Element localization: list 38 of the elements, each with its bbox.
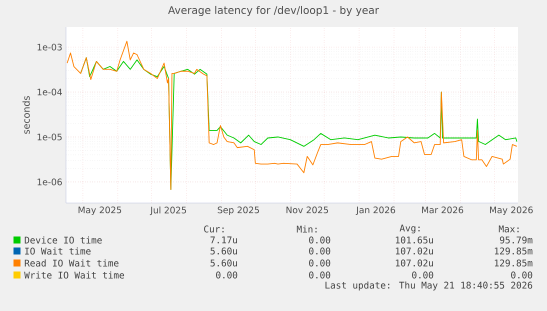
text: Min: xyxy=(296,225,317,233)
text: 0.00 xyxy=(309,236,330,244)
x-tick-label: Nov 2025 xyxy=(286,206,328,214)
text: 5.60u xyxy=(210,260,237,266)
text: 129.85m xyxy=(494,248,532,254)
y-tick-label: 1e-04 xyxy=(38,88,62,96)
text: 0.00 xyxy=(511,272,532,278)
text: 95.79m xyxy=(500,236,532,244)
text: 129.85m xyxy=(494,260,532,266)
chart-title: Average latency for /dev/loop1 - by year xyxy=(168,6,380,16)
text: 7.17u xyxy=(210,236,237,244)
text: 0.00 xyxy=(309,272,330,278)
x-tick-label: Mar 2026 xyxy=(422,206,464,214)
text: 0.00 xyxy=(216,272,238,278)
legend-label: Read IO Wait time xyxy=(24,259,118,267)
text: 107.02u xyxy=(396,260,433,266)
text: Last update: Thu May 21 18:40:55 2026 xyxy=(326,282,532,290)
x-tick-label: Jan 2026 xyxy=(356,206,396,215)
legend-label: IO Wait time xyxy=(25,247,91,255)
x-tick-label: May 2026 xyxy=(490,206,533,216)
text: 101.65u xyxy=(396,236,433,244)
x-tick-label: May 2025 xyxy=(78,206,122,216)
y-tick-label: 1e-05 xyxy=(38,134,62,140)
text: 5.60u xyxy=(210,248,237,254)
text: Cur: xyxy=(204,226,224,232)
text: 107.02u xyxy=(396,248,433,254)
x-tick-label: Sep 2025 xyxy=(218,206,259,216)
text: 0.00 xyxy=(309,260,330,266)
legend-label: Device IO time xyxy=(24,236,102,244)
text: Max: xyxy=(498,226,519,232)
x-tick-label: Jul 2025 xyxy=(150,206,186,216)
y-tick-label: 1e-06 xyxy=(38,178,62,186)
text: 0.00 xyxy=(412,272,434,278)
y-axis-title: seconds xyxy=(22,96,30,134)
text: 0.00 xyxy=(309,248,330,254)
y-tick-label: 1e-03 xyxy=(38,44,62,50)
legend-label: Write IO Wait time xyxy=(24,271,124,279)
text: Avg: xyxy=(400,224,420,234)
